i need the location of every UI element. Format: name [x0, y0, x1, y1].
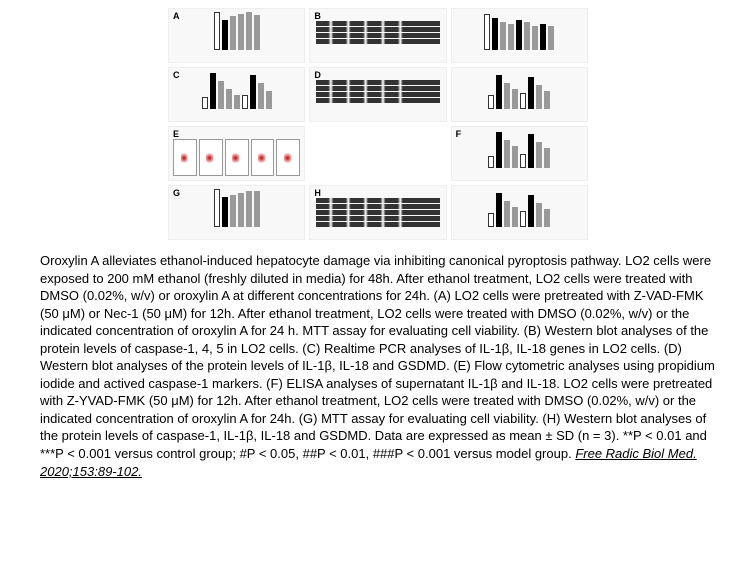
panel-label: A — [173, 11, 180, 21]
panel-E: E — [168, 126, 305, 181]
panel-B: B — [309, 8, 446, 63]
panel-label: B — [314, 11, 321, 21]
panel-sub — [451, 185, 588, 240]
panel-G: G — [168, 185, 305, 240]
panel-A: A — [168, 8, 305, 63]
figure-caption: Oroxylin A alleviates ethanol-induced he… — [40, 252, 716, 480]
panel-label: H — [314, 188, 321, 198]
panel-F: F — [451, 126, 588, 181]
figure-grid: A B C D E F G H — [168, 8, 588, 240]
panel-label: G — [173, 188, 180, 198]
panel-label: C — [173, 70, 180, 80]
panel-sub — [451, 67, 588, 122]
panel-H: H — [309, 185, 446, 240]
panel-D: D — [309, 67, 446, 122]
panel-label: E — [173, 129, 179, 139]
panel-C: C — [168, 67, 305, 122]
panel-sub — [451, 8, 588, 63]
caption-text: Oroxylin A alleviates ethanol-induced he… — [40, 253, 715, 461]
panel-label: F — [456, 129, 462, 139]
panel-label: D — [314, 70, 321, 80]
